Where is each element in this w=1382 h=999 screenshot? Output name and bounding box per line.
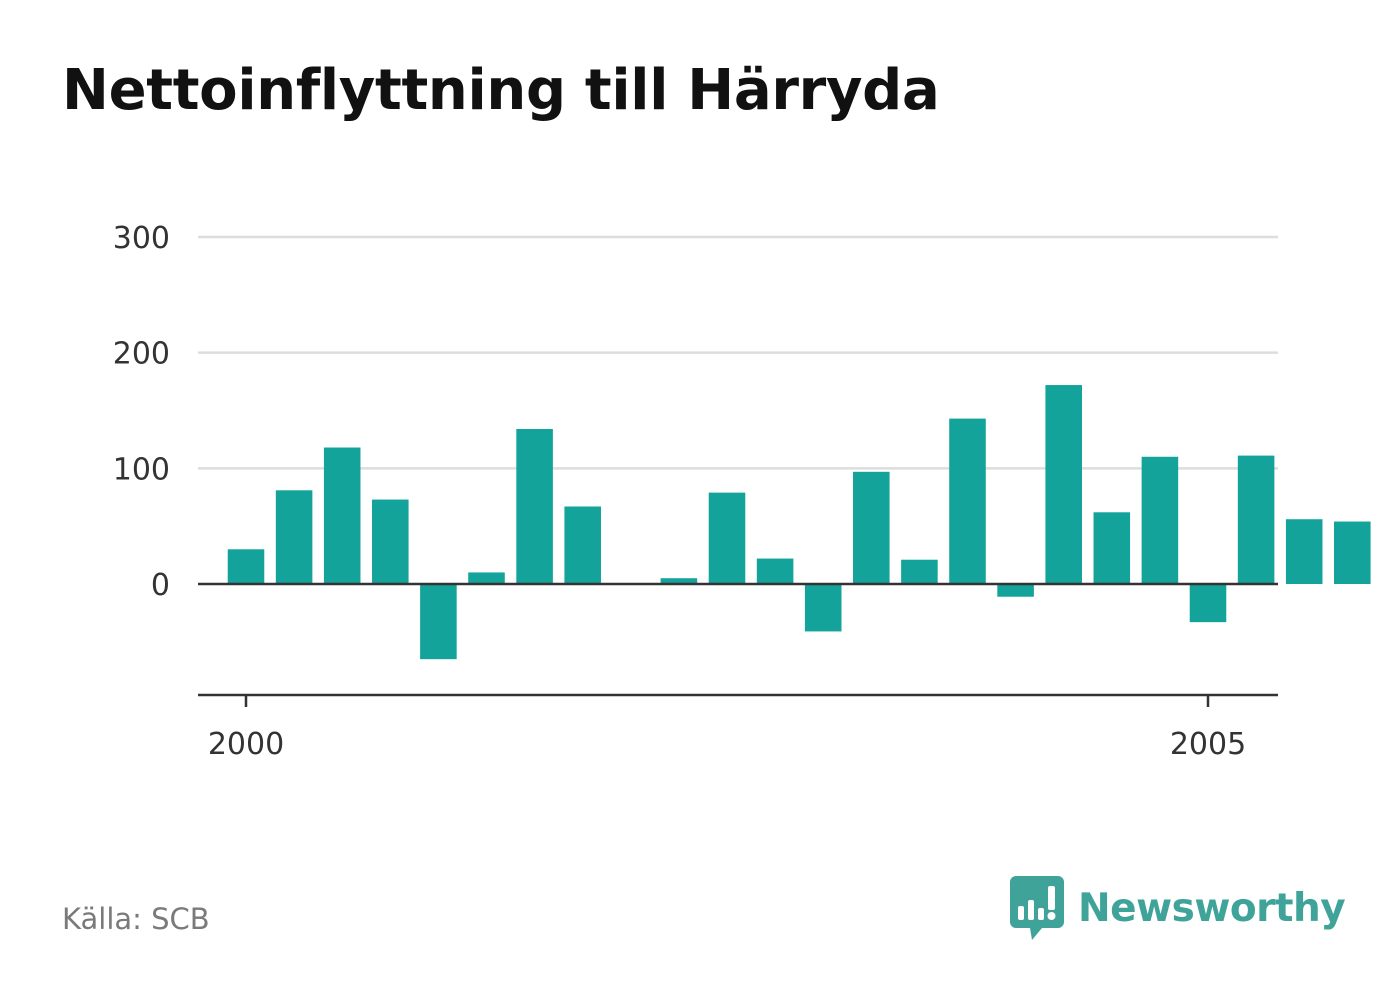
bar bbox=[1237, 455, 1275, 584]
bars bbox=[227, 385, 1371, 660]
brand-name: Newsworthy bbox=[1078, 885, 1346, 931]
x-axis-ticks bbox=[244, 695, 1210, 707]
bar bbox=[1141, 456, 1179, 584]
bar bbox=[660, 578, 698, 584]
bar bbox=[420, 584, 457, 660]
y-tick-label: 100 bbox=[113, 452, 170, 487]
x-axis-tick-labels: 200020052010201520202025 bbox=[208, 727, 1246, 762]
gridlines bbox=[198, 235, 1278, 470]
bar bbox=[1334, 521, 1371, 584]
bar bbox=[227, 549, 265, 584]
y-tick-label: 0 bbox=[151, 568, 170, 603]
bar bbox=[1189, 584, 1227, 623]
y-axis-tick-labels: 0 100 200 300 bbox=[113, 221, 170, 603]
newsworthy-logo-icon bbox=[1010, 876, 1064, 940]
x-tick-label: 2000 bbox=[208, 727, 284, 762]
bar bbox=[1285, 519, 1323, 584]
source-label: Källa: SCB bbox=[62, 902, 210, 936]
bar bbox=[516, 429, 553, 584]
y-tick-label: 200 bbox=[113, 337, 170, 372]
bar bbox=[323, 447, 361, 584]
x-tick-label: 2005 bbox=[1170, 727, 1246, 762]
bar bbox=[1093, 512, 1131, 584]
bar bbox=[468, 572, 505, 584]
bar bbox=[1045, 385, 1082, 584]
bar bbox=[901, 559, 938, 584]
bar bbox=[949, 418, 986, 584]
bar bbox=[372, 499, 409, 584]
bar bbox=[997, 584, 1034, 597]
bar bbox=[564, 506, 601, 584]
bar bbox=[708, 492, 746, 584]
brand: Newsworthy bbox=[1010, 876, 1346, 940]
y-tick-label: 300 bbox=[113, 221, 170, 256]
bar bbox=[853, 471, 890, 584]
bar bbox=[804, 584, 842, 632]
bar bbox=[275, 490, 313, 584]
chart-title: Nettoinflyttning till Härryda bbox=[62, 58, 940, 123]
bar bbox=[756, 558, 794, 584]
